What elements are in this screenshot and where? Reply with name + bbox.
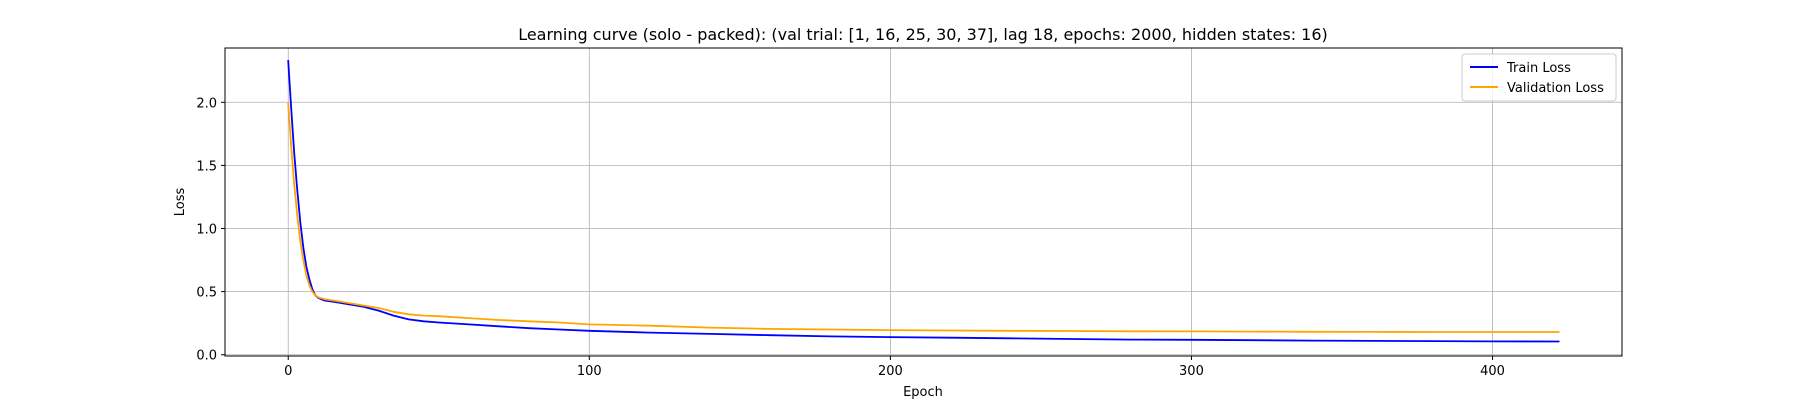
chart-title: Learning curve (solo - packed): (val tri… (518, 25, 1328, 44)
plot-frame (224, 47, 1623, 357)
train-loss-line (287, 59, 1560, 343)
validation-loss-line (287, 102, 1560, 333)
y-axis-label: Loss (173, 188, 188, 217)
legend-box (1461, 53, 1617, 102)
x-tick-label: 0 (284, 364, 292, 379)
series-layer (287, 59, 1560, 343)
x-tick-label: 300 (1179, 364, 1204, 379)
x-axis-label: Epoch (903, 385, 943, 400)
y-tick-label: 0.0 (196, 349, 217, 364)
y-tick-label: 0.5 (196, 286, 217, 301)
x-axis: 0 100 200 300 400 (284, 356, 1505, 379)
x-tick-label: 400 (1480, 364, 1505, 379)
y-axis: 0.0 0.5 1.0 1.5 2.0 (196, 96, 225, 364)
legend-label-train: Train Loss (1506, 61, 1571, 76)
y-tick-label: 2.0 (196, 96, 217, 111)
y-tick-label: 1.0 (196, 223, 217, 238)
legend-label-validation: Validation Loss (1507, 81, 1604, 96)
legend: Train Loss Validation Loss (1461, 53, 1617, 102)
x-tick-label: 100 (577, 364, 602, 379)
y-tick-label: 1.5 (196, 159, 217, 174)
grid (225, 48, 1622, 356)
x-tick-label: 200 (878, 364, 903, 379)
